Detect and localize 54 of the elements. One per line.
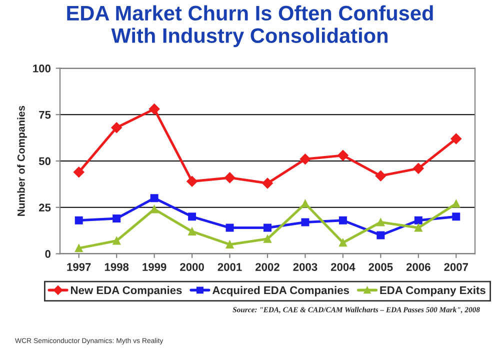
- point: [452, 200, 460, 208]
- point: [150, 205, 158, 214]
- point: [264, 224, 272, 232]
- x-tick-label: 2006: [406, 263, 430, 271]
- point: [301, 218, 310, 226]
- point: [188, 212, 196, 221]
- point: [112, 236, 121, 245]
- point: [73, 166, 84, 178]
- x-tick-label: 1999: [142, 263, 166, 271]
- point: [74, 216, 83, 224]
- x-tick-label: 2007: [444, 263, 468, 271]
- point: [301, 200, 310, 208]
- point: [74, 244, 83, 252]
- point: [188, 228, 196, 236]
- y-tick-label: 25: [39, 204, 51, 212]
- x-tick-label: 1997: [67, 263, 91, 271]
- point: [338, 238, 347, 247]
- x-tick-label: 2004: [330, 263, 356, 271]
- x-tick-label: 2005: [368, 263, 393, 271]
- point: [111, 122, 122, 134]
- legend-label: New EDA Companies: [71, 286, 182, 296]
- point: [414, 224, 422, 232]
- y-tick-label: 75: [39, 111, 51, 119]
- x-tick-label: 2000: [180, 263, 204, 271]
- point: [450, 133, 462, 144]
- point: [264, 234, 272, 243]
- x-tick-label: 2001: [218, 263, 242, 271]
- legend-label: EDA Company Exits: [380, 286, 486, 296]
- point: [186, 176, 198, 187]
- x-tick-label: 1998: [104, 263, 129, 271]
- y-tick-label: 100: [33, 64, 51, 72]
- x-tick-label: 2002: [256, 263, 280, 271]
- y-tick-label: 50: [38, 157, 51, 166]
- chart-title: EDA Market Churn Is Often Confused With Industry Consolidation: [67, 5, 433, 48]
- point: [452, 212, 460, 221]
- point: [224, 172, 236, 184]
- point: [226, 224, 234, 232]
- point: [262, 178, 273, 189]
- point: [376, 218, 385, 226]
- legend-label: Acquired EDA Companies: [212, 286, 350, 296]
- point: [375, 170, 386, 182]
- point: [226, 240, 234, 248]
- x-tick-label: 2003: [293, 263, 318, 271]
- y-axis-title: Number of Companies: [17, 106, 27, 216]
- point: [148, 104, 160, 114]
- point: [376, 231, 385, 240]
- point: [338, 150, 348, 161]
- point: [150, 194, 158, 202]
- point: [112, 214, 121, 222]
- y-tick-label: 0: [45, 250, 51, 258]
- point: [412, 162, 424, 174]
- point: [338, 216, 347, 224]
- point: [300, 154, 311, 165]
- point: [414, 216, 422, 224]
